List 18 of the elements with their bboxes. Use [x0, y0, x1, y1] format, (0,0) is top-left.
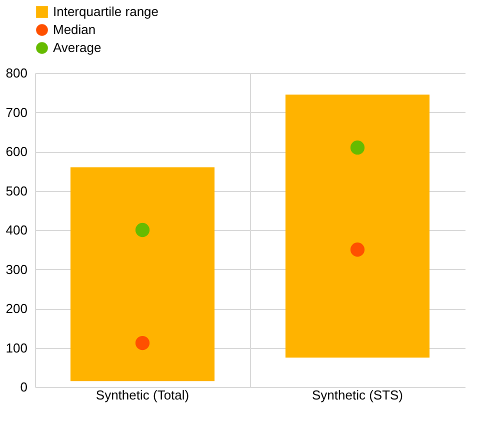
y-tick-label: 0 — [20, 380, 28, 394]
legend-label: Median — [53, 22, 96, 37]
y-tick-label: 100 — [6, 340, 28, 356]
y-tick-label: 500 — [6, 183, 28, 198]
y-tick-label: 300 — [6, 262, 28, 277]
y-tick-label: 700 — [6, 104, 28, 120]
point — [350, 242, 365, 257]
x-tick-label: Synthetic (STS) — [312, 388, 404, 402]
y-tick-label: 600 — [6, 144, 28, 159]
y-tick-label: 200 — [6, 301, 28, 316]
x-tick-label: Synthetic (Total) — [96, 388, 190, 402]
point — [350, 140, 365, 155]
y-tick-label: 400 — [6, 222, 28, 238]
point — [135, 336, 150, 350]
point — [135, 222, 150, 238]
legend-label: Interquartile range — [53, 4, 159, 19]
y-tick-label: 800 — [6, 66, 28, 80]
legend-label: Average — [53, 40, 102, 55]
